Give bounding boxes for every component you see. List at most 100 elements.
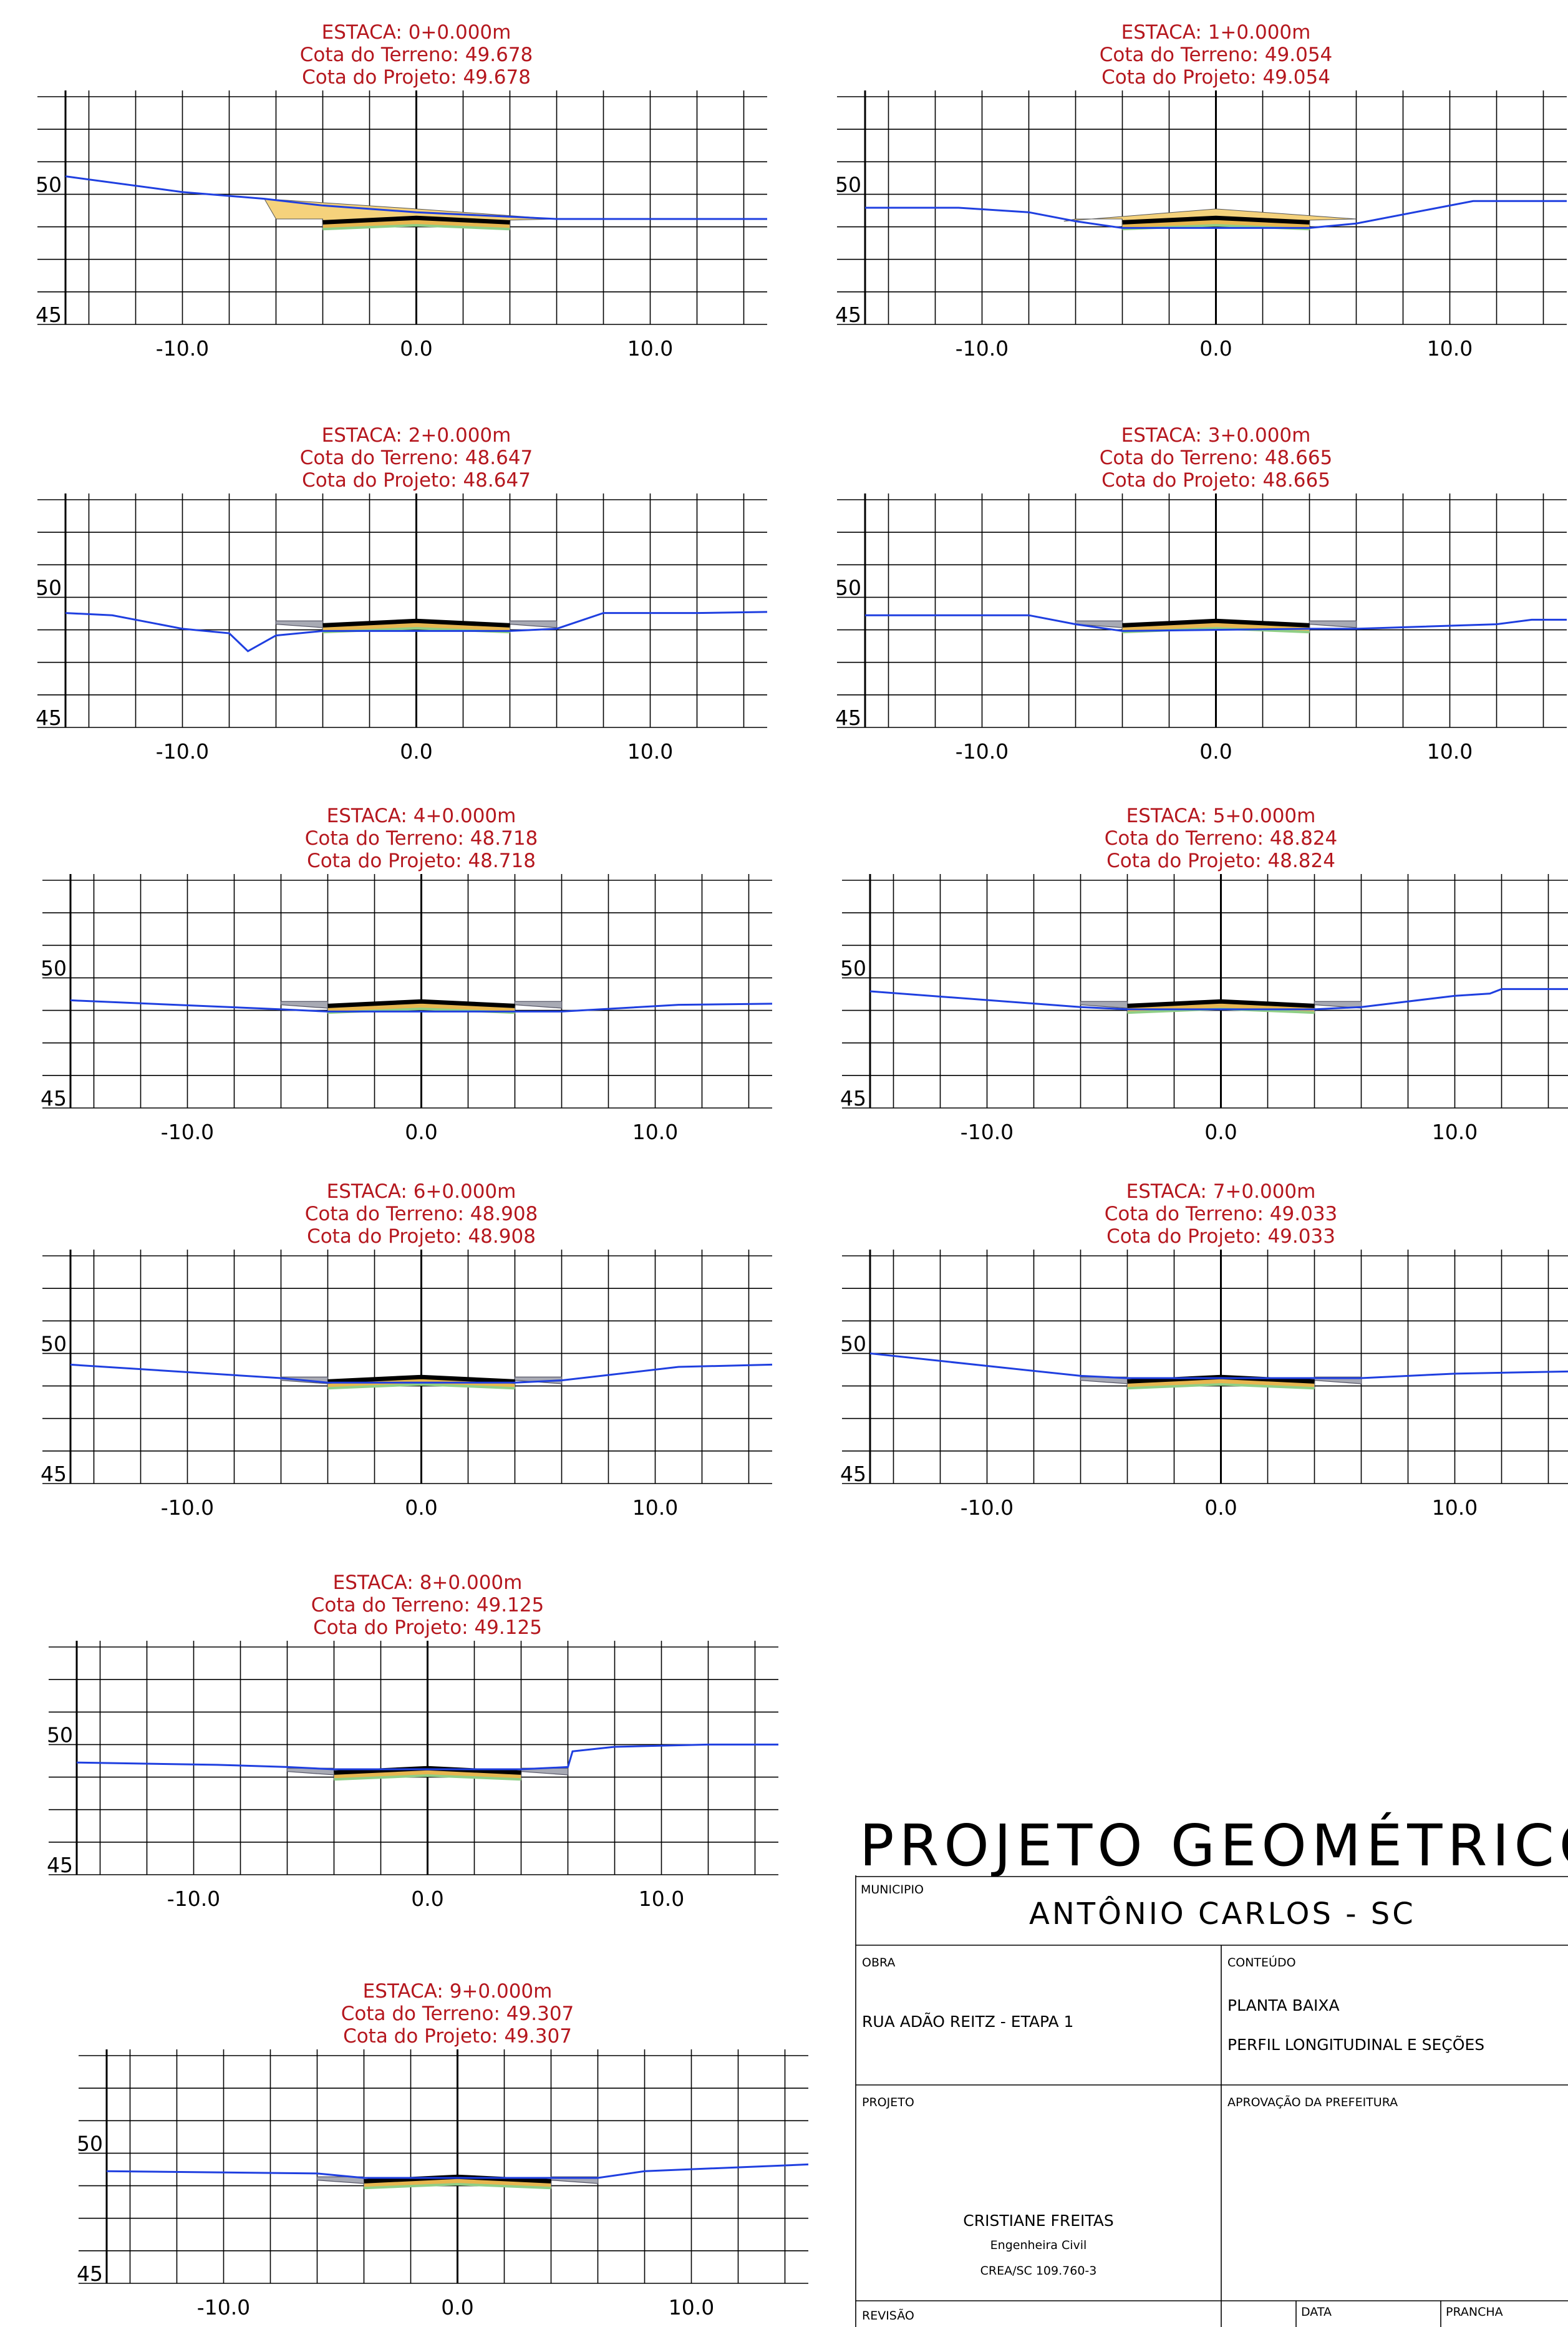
pavement-surface [327, 1374, 515, 1384]
y-tick-label: 45 [41, 1462, 67, 1486]
project-title: PROJETO GEOMÉTRICO [859, 1812, 1568, 1879]
pavement-surface [327, 999, 515, 1008]
estaca-label: ESTACA: 4+0.000m [327, 805, 516, 827]
cota-projeto-label: Cota do Projeto: 48.718 [307, 850, 536, 872]
estaca-label: ESTACA: 9+0.000m [363, 1980, 553, 2003]
x-tick-label: 0.0 [411, 1887, 443, 1911]
engineer-crea: CREA/SC 109.760-3 [980, 2264, 1097, 2278]
estaca-label: ESTACA: 1+0.000m [1121, 21, 1311, 44]
municipio-value: ANTÔNIO CARLOS - SC [1029, 1896, 1416, 1931]
obra-label: OBRA [862, 1956, 895, 1970]
cota-terreno-label: Cota do Terreno: 49.125 [311, 1594, 544, 1616]
terrain-line [65, 175, 767, 220]
estaca-label: ESTACA: 2+0.000m [322, 424, 511, 447]
y-tick-label: 50 [77, 2131, 103, 2155]
aprovacao-label: APROVAÇÃO DA PREFEITURA [1227, 2095, 1398, 2109]
terrain-line [70, 999, 773, 1013]
cota-terreno-label: Cota do Terreno: 48.908 [305, 1203, 538, 1225]
y-tick-label: 50 [41, 1331, 67, 1356]
projeto-label: PROJETO [862, 2096, 914, 2109]
cut-slope [514, 1376, 563, 1384]
y-tick-label: 45 [36, 303, 62, 327]
x-tick-label: 0.0 [405, 1120, 437, 1144]
x-tick-label: -10.0 [167, 1887, 220, 1911]
pavement-surface [364, 2174, 551, 2184]
x-tick-label: 10.0 [627, 739, 673, 764]
cota-projeto-label: Cota do Projeto: 48.647 [302, 469, 531, 492]
cut-slope [514, 1001, 563, 1009]
subbase-layer [364, 2183, 551, 2190]
x-tick-label: 0.0 [441, 2295, 473, 2320]
x-tick-label: 0.0 [400, 739, 432, 764]
subbase-layer [327, 1383, 515, 1390]
terrain-line [869, 1352, 1568, 1379]
terrain-line [865, 614, 1567, 632]
y-tick-label: 50 [41, 956, 67, 980]
cota-terreno-label: Cota do Terreno: 49.307 [341, 2003, 574, 2025]
engineer-name: CRISTIANE FREITAS [963, 2212, 1113, 2230]
y-tick-label: 45 [77, 2261, 103, 2286]
conteudo-line-1: PLANTA BAIXA [1227, 1996, 1340, 2014]
cut-slope [1314, 1001, 1362, 1009]
conteudo-label: CONTEÚDO [1227, 1955, 1296, 1970]
cut-slope [275, 620, 324, 628]
y-tick-label: 45 [41, 1086, 67, 1110]
terrain-line [65, 611, 768, 653]
cota-projeto-label: Cota do Projeto: 48.824 [1106, 850, 1335, 872]
cota-terreno-label: Cota do Terreno: 48.665 [1100, 447, 1333, 469]
x-tick-label: 10.0 [639, 1887, 684, 1911]
municipio-label: MUNICIPIO [861, 1883, 924, 1897]
terrain-line [106, 2163, 809, 2179]
y-tick-label: 45 [835, 706, 861, 730]
x-tick-label: -10.0 [156, 336, 209, 361]
x-tick-label: 0.0 [1199, 336, 1232, 361]
x-tick-label: 10.0 [627, 336, 673, 361]
estaca-label: ESTACA: 3+0.000m [1121, 424, 1311, 447]
y-tick-label: 50 [36, 575, 62, 600]
estaca-label: ESTACA: 8+0.000m [333, 1572, 523, 1594]
subbase-layer [334, 1774, 521, 1781]
estaca-label: ESTACA: 5+0.000m [1126, 805, 1316, 827]
y-tick-label: 50 [47, 1722, 73, 1747]
cut-slope [280, 1001, 329, 1009]
pavement-surface [1127, 999, 1315, 1008]
revisao-label: REVISÃO [862, 2308, 914, 2323]
terrain-line [869, 988, 1568, 1011]
x-tick-label: -10.0 [956, 739, 1009, 764]
y-tick-label: 50 [835, 172, 861, 197]
estaca-label: ESTACA: 6+0.000m [327, 1180, 516, 1203]
y-tick-label: 45 [36, 706, 62, 730]
y-tick-label: 50 [840, 1331, 866, 1356]
pavement-surface [334, 1766, 521, 1775]
cota-terreno-label: Cota do Terreno: 49.054 [1100, 44, 1333, 66]
x-tick-label: 0.0 [400, 336, 432, 361]
cota-projeto-label: Cota do Projeto: 49.033 [1106, 1225, 1335, 1248]
x-tick-label: 0.0 [1204, 1120, 1237, 1144]
terrain-line [865, 200, 1567, 229]
y-tick-label: 45 [835, 303, 861, 327]
x-tick-label: -10.0 [161, 1120, 214, 1144]
x-tick-label: 10.0 [632, 1120, 678, 1144]
cota-terreno-label: Cota do Terreno: 48.647 [300, 447, 533, 469]
cut-slope [1309, 620, 1357, 628]
y-tick-label: 50 [835, 575, 861, 600]
cota-terreno-label: Cota do Terreno: 48.718 [305, 827, 538, 850]
pavement-surface [1122, 215, 1310, 225]
title-block: PROJETO GEOMÉTRICO MUNICIPIO ANTÔNIO CAR… [855, 1812, 1568, 2327]
cota-projeto-label: Cota do Projeto: 48.908 [307, 1225, 536, 1248]
x-tick-label: 10.0 [1427, 336, 1473, 361]
cota-projeto-label: Cota do Projeto: 49.307 [343, 2025, 572, 2048]
x-tick-label: -10.0 [961, 1120, 1014, 1144]
engineer-title: Engenheira Civil [990, 2238, 1087, 2252]
terrain-line [70, 1363, 773, 1384]
